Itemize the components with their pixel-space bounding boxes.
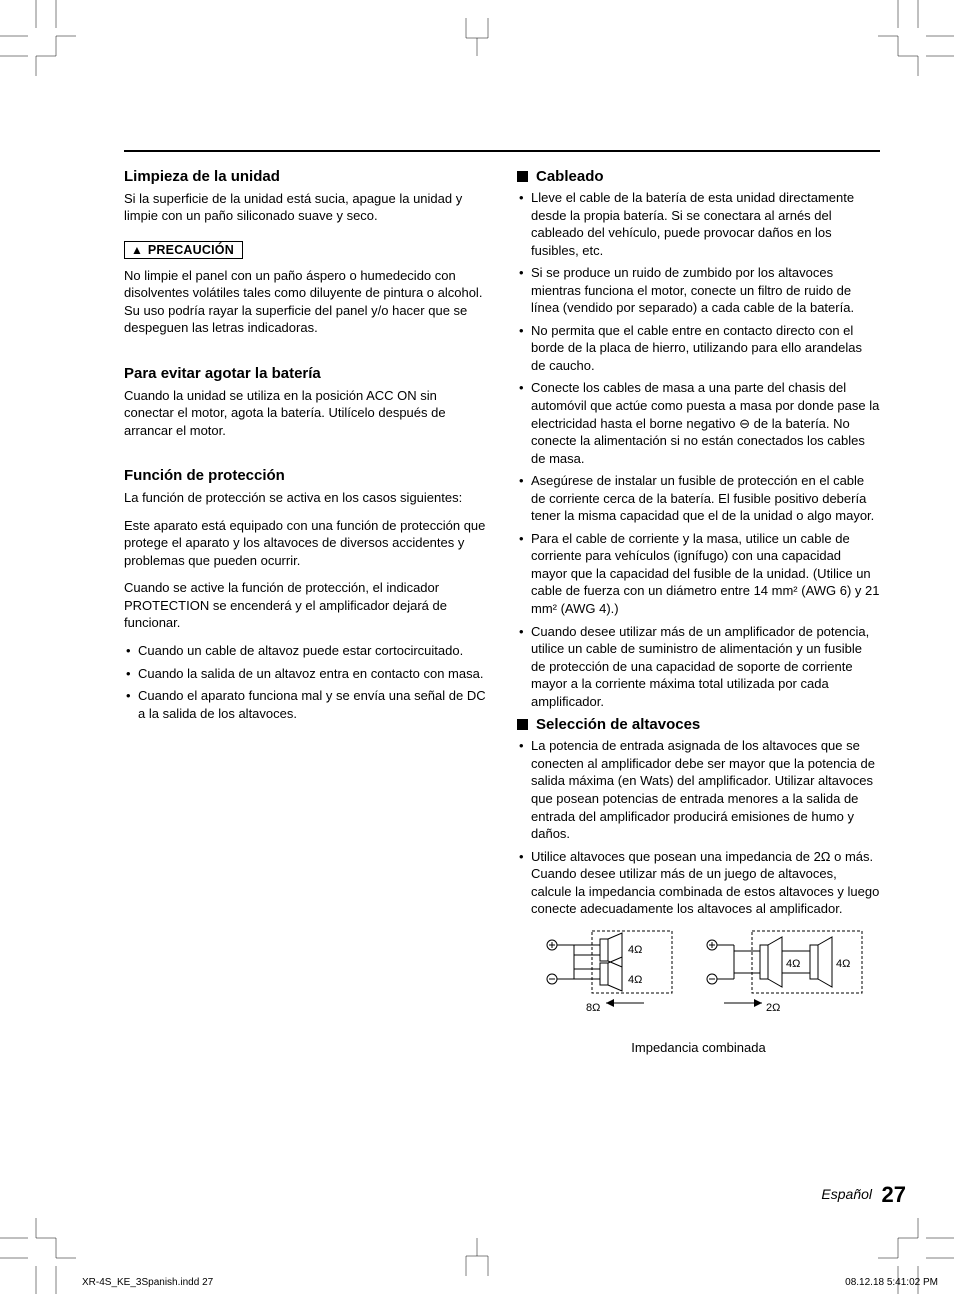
content-area: Limpieza de la unidad Si la superficie d… bbox=[124, 168, 880, 1055]
right-column: Cableado Lleve el cable de la batería de… bbox=[517, 168, 880, 1055]
cableado-bullets: Lleve el cable de la batería de esta uni… bbox=[517, 189, 880, 710]
svg-text:4Ω: 4Ω bbox=[786, 958, 800, 970]
diagram-label: 4Ω bbox=[628, 944, 642, 956]
indd-filename: XR-4S_KE_3Spanish.indd 27 bbox=[82, 1277, 213, 1288]
square-bullet-icon bbox=[517, 171, 528, 182]
body-bateria: Cuando la unidad se utiliza en la posici… bbox=[124, 387, 487, 440]
list-item: Lleve el cable de la batería de esta uni… bbox=[517, 189, 880, 259]
diagram-label: 2Ω bbox=[766, 1002, 780, 1014]
proteccion-bullets: Cuando un cable de altavoz puede estar c… bbox=[124, 642, 487, 722]
list-item: Si se produce un ruido de zumbido por lo… bbox=[517, 264, 880, 317]
list-item: Para el cable de corriente y la masa, ut… bbox=[517, 530, 880, 618]
caution-body: No limpie el panel con un paño áspero o … bbox=[124, 267, 487, 337]
footer-language: Español bbox=[821, 1186, 872, 1202]
diagram-caption: Impedancia combinada bbox=[517, 1040, 880, 1055]
page-top-rule bbox=[124, 150, 880, 152]
list-item: Conecte los cables de masa a una parte d… bbox=[517, 379, 880, 467]
list-item: Asegúrese de instalar un fusible de prot… bbox=[517, 472, 880, 525]
list-item: No permita que el cable entre en contact… bbox=[517, 322, 880, 375]
list-item: Cuando el aparato funciona mal y se enví… bbox=[124, 687, 487, 722]
footer-page-number: 27 bbox=[882, 1182, 906, 1208]
diagram-label: 8Ω bbox=[586, 1002, 600, 1014]
svg-text:4Ω: 4Ω bbox=[836, 958, 850, 970]
caution-label: PRECAUCIÓN bbox=[148, 243, 234, 257]
list-item: La potencia de entrada asignada de los a… bbox=[517, 737, 880, 842]
section-title-bateria: Para evitar agotar la batería bbox=[124, 365, 487, 384]
list-item: Utilice altavoces que posean una impedan… bbox=[517, 848, 880, 918]
caution-box: ▲ PRECAUCIÓN bbox=[124, 241, 243, 259]
list-item: Cuando la salida de un altavoz entra en … bbox=[124, 665, 487, 683]
list-item: Cuando desee utilizar más de un amplific… bbox=[517, 623, 880, 711]
section-title-proteccion: Función de protección bbox=[124, 467, 487, 486]
subheading-cableado: Cableado bbox=[517, 168, 880, 185]
indd-timestamp: 08.12.18 5:41:02 PM bbox=[845, 1277, 938, 1288]
seleccion-bullets: La potencia de entrada asignada de los a… bbox=[517, 737, 880, 917]
subheading-seleccion: Selección de altavoces bbox=[517, 716, 880, 733]
body-proteccion-3: Cuando se active la función de protecció… bbox=[124, 579, 487, 632]
body-limpieza: Si la superficie de la unidad está sucia… bbox=[124, 190, 487, 225]
subheading-label: Cableado bbox=[536, 168, 604, 185]
square-bullet-icon bbox=[517, 719, 528, 730]
subheading-label: Selección de altavoces bbox=[536, 716, 700, 733]
body-proteccion-1: La función de protección se activa en lo… bbox=[124, 489, 487, 507]
section-title-limpieza: Limpieza de la unidad bbox=[124, 168, 487, 187]
list-item: Cuando un cable de altavoz puede estar c… bbox=[124, 642, 487, 660]
left-column: Limpieza de la unidad Si la superficie d… bbox=[124, 168, 487, 1055]
svg-text:4Ω: 4Ω bbox=[628, 974, 642, 986]
impedance-diagram: 4Ω 4Ω 8Ω bbox=[517, 926, 880, 1055]
warning-icon: ▲ bbox=[131, 244, 143, 256]
body-proteccion-2: Este aparato está equipado con una funci… bbox=[124, 517, 487, 570]
